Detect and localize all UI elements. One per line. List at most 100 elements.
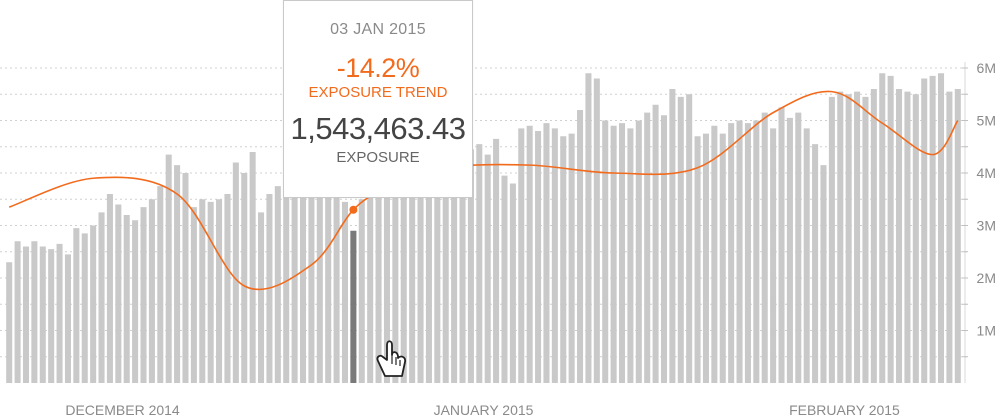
bar[interactable] [484, 154, 491, 383]
bar[interactable] [392, 167, 399, 383]
bar[interactable] [316, 170, 323, 383]
bar[interactable] [518, 128, 525, 383]
bar[interactable] [904, 91, 911, 383]
bar[interactable] [929, 75, 936, 383]
bar[interactable] [224, 194, 231, 383]
bar[interactable] [216, 199, 223, 383]
bar[interactable] [618, 123, 626, 383]
bar-highlighted[interactable] [350, 230, 357, 383]
bar[interactable] [686, 94, 693, 383]
bar[interactable] [535, 131, 542, 383]
bar[interactable] [820, 165, 827, 383]
bar[interactable] [635, 120, 642, 384]
bars[interactable] [6, 73, 961, 383]
bar[interactable] [22, 246, 30, 384]
bar[interactable] [140, 207, 147, 383]
bar[interactable] [954, 89, 961, 383]
bar[interactable] [862, 96, 869, 383]
bar[interactable] [812, 144, 819, 383]
bar[interactable] [165, 154, 172, 383]
bar[interactable] [610, 125, 617, 383]
bar[interactable] [719, 133, 726, 383]
bar[interactable] [123, 215, 130, 383]
bar[interactable] [148, 199, 155, 383]
bar[interactable] [870, 89, 877, 383]
bar[interactable] [828, 96, 835, 383]
bar[interactable] [299, 173, 307, 383]
bar[interactable] [383, 178, 390, 383]
bar[interactable] [258, 212, 265, 383]
bar[interactable] [711, 125, 718, 383]
bar[interactable] [677, 96, 684, 383]
bar[interactable] [325, 191, 332, 383]
bar[interactable] [627, 128, 634, 383]
bar[interactable] [946, 91, 953, 383]
bar[interactable] [761, 112, 768, 383]
bar[interactable] [417, 159, 424, 383]
bar[interactable] [199, 199, 206, 383]
bar[interactable] [48, 249, 55, 383]
bar[interactable] [442, 152, 449, 383]
bar[interactable] [291, 175, 298, 383]
bar[interactable] [795, 112, 802, 383]
bar[interactable] [182, 173, 189, 383]
bar[interactable] [367, 194, 374, 383]
bar[interactable] [6, 262, 13, 383]
bar[interactable] [652, 104, 659, 383]
bar[interactable] [744, 123, 751, 383]
bar[interactable] [174, 165, 181, 383]
bar[interactable] [451, 141, 458, 384]
bar[interactable] [81, 233, 88, 383]
bar[interactable] [39, 246, 46, 384]
bar[interactable] [854, 91, 861, 383]
bar[interactable] [132, 220, 139, 383]
bar[interactable] [896, 89, 903, 383]
bar[interactable] [937, 73, 945, 383]
bar[interactable] [770, 128, 777, 383]
bar[interactable] [669, 89, 676, 383]
bar[interactable] [90, 225, 97, 384]
bar[interactable] [602, 120, 609, 384]
bar[interactable] [509, 183, 516, 384]
bar[interactable] [207, 201, 214, 383]
bar[interactable] [501, 175, 508, 383]
bar[interactable] [115, 204, 122, 384]
bar[interactable] [106, 194, 113, 383]
bar[interactable] [14, 241, 21, 383]
bar[interactable] [912, 94, 919, 383]
bar[interactable] [845, 94, 852, 383]
bar[interactable] [644, 112, 651, 383]
bar[interactable] [308, 178, 315, 383]
bar[interactable] [341, 201, 349, 383]
bar[interactable] [887, 75, 894, 383]
bar[interactable] [476, 144, 483, 383]
bar[interactable] [526, 125, 533, 383]
bar[interactable] [786, 117, 793, 383]
bar[interactable] [778, 107, 785, 383]
bar[interactable] [400, 162, 407, 384]
bar[interactable] [593, 78, 600, 384]
bar[interactable] [728, 123, 735, 383]
bar[interactable] [98, 212, 105, 383]
bar[interactable] [493, 138, 500, 383]
bar[interactable] [577, 110, 584, 383]
bar[interactable] [333, 194, 340, 383]
bar[interactable] [425, 167, 432, 383]
bar[interactable] [467, 149, 474, 383]
bar[interactable] [803, 128, 810, 383]
bar[interactable] [73, 228, 80, 383]
bar[interactable] [249, 152, 256, 383]
bar[interactable] [543, 123, 550, 383]
bar[interactable] [459, 146, 466, 383]
bar[interactable] [157, 186, 164, 383]
bar[interactable] [232, 162, 239, 384]
trend-point-highlighted[interactable] [349, 205, 358, 214]
bar[interactable] [753, 120, 760, 384]
bar[interactable] [409, 157, 416, 383]
bar[interactable] [31, 241, 38, 383]
bar[interactable] [694, 136, 701, 383]
bar[interactable] [358, 199, 365, 383]
bar[interactable] [568, 133, 575, 383]
bar[interactable] [921, 78, 928, 384]
